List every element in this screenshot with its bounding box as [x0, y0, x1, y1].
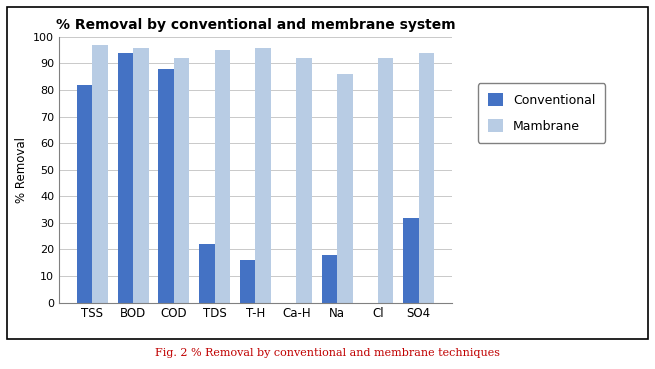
Bar — [322, 255, 337, 303]
Bar — [133, 48, 149, 303]
Bar — [419, 53, 434, 303]
Bar — [92, 45, 108, 303]
Bar — [174, 58, 189, 303]
Text: Fig. 2 % Removal by conventional and membrane techniques: Fig. 2 % Removal by conventional and mem… — [155, 348, 500, 358]
Y-axis label: % Removal: % Removal — [14, 137, 28, 203]
Bar — [77, 85, 92, 303]
Title: % Removal by conventional and membrane system: % Removal by conventional and membrane s… — [56, 18, 455, 32]
Bar — [378, 58, 393, 303]
Bar — [240, 260, 255, 303]
Bar — [118, 53, 133, 303]
Bar — [199, 244, 215, 303]
Bar — [337, 74, 352, 303]
Legend: Conventional, Mambrane: Conventional, Mambrane — [478, 83, 605, 143]
Bar — [255, 48, 271, 303]
Bar — [215, 50, 230, 303]
Bar — [403, 218, 419, 303]
Bar — [159, 69, 174, 303]
Bar — [296, 58, 312, 303]
